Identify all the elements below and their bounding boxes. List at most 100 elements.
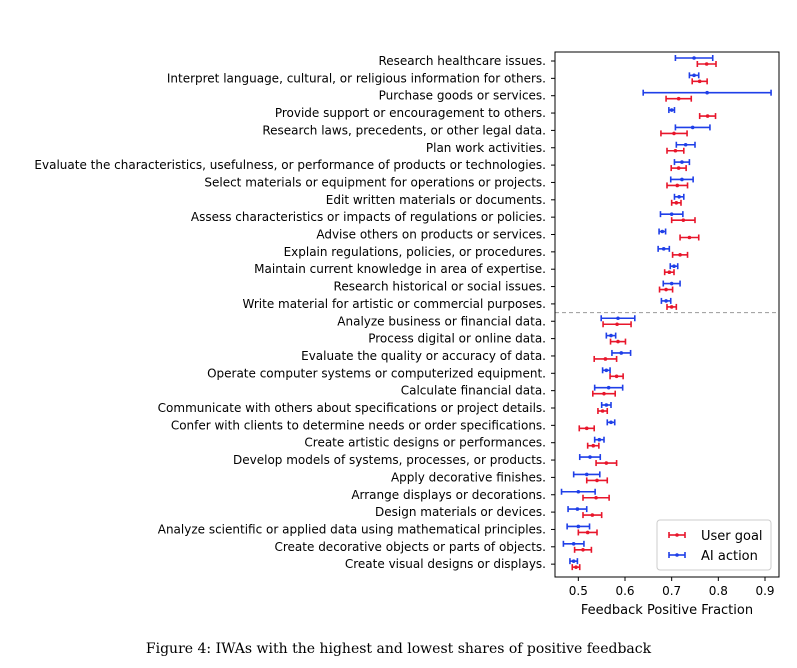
category-label: Develop models of systems, processes, or… [233,453,546,467]
point-marker [616,339,620,344]
point-marker [672,131,676,136]
point-marker [581,548,585,552]
legend-item: User goal [668,529,763,544]
point-marker [676,96,681,101]
point-marker [604,403,609,407]
point-marker [595,478,599,483]
point-marker [574,565,578,569]
category-label: Write material for artistic or commercia… [243,297,546,311]
category-label: Assess characteristics or impacts of reg… [191,210,546,224]
category-label: Research historical or social issues. [334,280,546,294]
legend-items: User goal AI action [668,529,763,564]
point-marker [669,281,674,286]
category-label: Select materials or equipment for operat… [204,175,546,189]
series-ai-action [560,55,772,565]
point-marker [692,56,696,60]
point-marker [669,108,674,112]
point-marker [615,322,619,327]
legend-label: User goal [701,529,763,544]
category-label: Design materials or devices. [375,505,546,519]
point-marker [697,79,702,84]
x-axis-title: Feedback Positive Fraction [581,603,753,618]
category-label: Advise others on products or services. [316,228,546,242]
category-label: Create decorative objects or parts of ob… [275,540,547,554]
error-bars [560,55,772,571]
point-marker [619,351,624,355]
point-marker [674,201,679,205]
point-marker [571,559,576,563]
x-tick-label: 0.7 [662,584,681,598]
point-marker [661,247,666,251]
point-marker [591,443,596,448]
point-marker [584,472,589,477]
point-marker [680,160,684,164]
point-marker [669,212,674,216]
point-marker [673,148,678,153]
point-marker [675,183,680,188]
point-marker [590,513,595,517]
point-marker [609,333,613,338]
point-marker [571,542,576,546]
category-label: Evaluate the quality or accuracy of data… [301,349,546,363]
category-label: Communicate with others about specificat… [158,401,546,415]
point-marker [660,229,665,234]
point-marker [603,357,608,361]
category-label: Evaluate the characteristics, usefulness… [34,158,546,172]
point-marker [576,524,581,529]
point-marker [585,530,590,535]
point-marker [606,385,611,390]
figure-caption: Figure 4: IWAs with the highest and lowe… [145,641,652,657]
category-label: Calculate financial data. [401,384,546,398]
legend-item: AI action [668,549,758,564]
category-label: Plan work activities. [426,141,546,155]
category-label: Create visual designs or displays. [345,557,546,571]
point-marker [604,461,609,465]
category-label: Process digital or online data. [368,332,546,346]
category-label: Apply decorative finishes. [391,470,546,484]
category-label: Explain regulations, policies, or proced… [284,245,546,259]
point-marker [664,287,668,292]
point-marker [683,142,688,147]
point-marker [669,305,674,309]
point-marker [687,235,692,240]
point-marker [664,299,668,303]
point-marker [667,270,672,275]
category-label: Interpret language, cultural, or religio… [167,71,546,85]
category-label: Maintain current knowledge in area of ex… [254,262,546,276]
point-marker [594,495,598,500]
point-marker [616,316,620,321]
point-marker [704,62,709,66]
point-marker [597,437,602,442]
plot-frame [554,51,780,578]
point-marker [604,368,609,373]
point-marker [602,391,606,396]
legend: User goal AI action [656,519,772,571]
point-marker [690,125,695,130]
point-marker [575,507,580,511]
x-tick-label: 0.9 [755,584,774,598]
point-marker [677,195,681,199]
category-label: Research healthcare issues. [378,54,546,68]
legend-label: AI action [701,549,758,564]
point-marker [705,114,710,118]
category-label: Analyze business or financial data. [337,314,546,328]
point-marker [676,166,681,170]
category-labels: Research healthcare issues. Interpret lan… [34,54,555,571]
point-marker [692,73,696,78]
x-tick-label: 0.6 [615,584,634,598]
legend-marker [675,533,679,537]
category-label: Edit written materials or documents. [326,193,546,207]
category-label: Operate computer systems or computerized… [207,366,546,380]
category-label: Purchase goods or services. [379,89,546,103]
point-marker [672,264,676,269]
point-marker [681,218,686,222]
errorbar-chart: Research healthcare issues. Interpret lan… [34,51,780,618]
category-label: Analyze scientific or applied data using… [158,522,546,536]
category-label: Research laws, precedents, or other lega… [262,123,546,137]
series-user-goal [571,61,717,571]
category-label: Confer with clients to determine needs o… [171,418,546,432]
point-marker [614,374,619,379]
category-label: Create artistic designs or performances. [304,436,546,450]
point-marker [576,489,581,494]
x-tick-label: 0.8 [709,584,728,598]
